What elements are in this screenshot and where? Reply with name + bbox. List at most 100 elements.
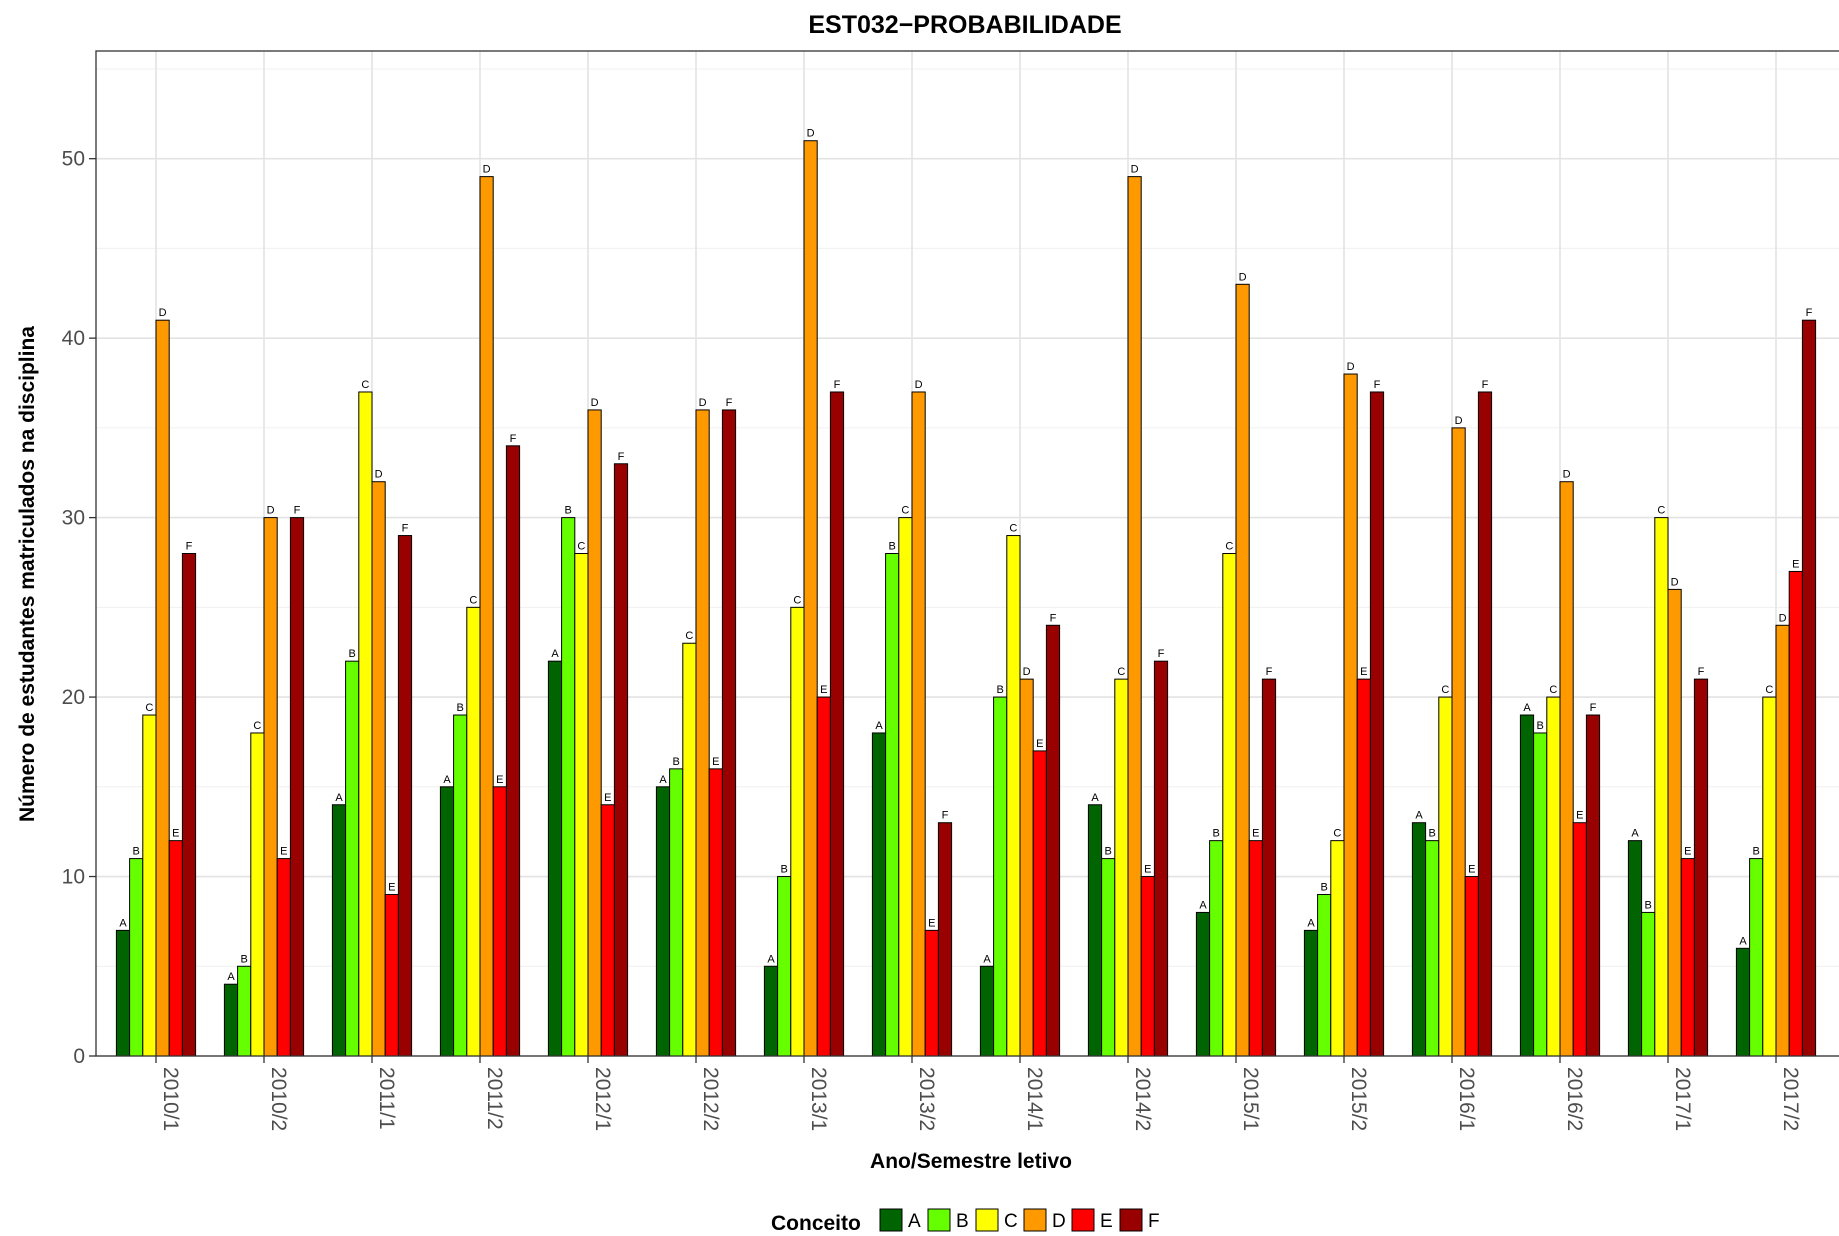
bar-C-2010/2 <box>250 732 265 1057</box>
bar-D-2017/1 <box>1667 588 1682 1057</box>
bar-label-E-2012/2: E <box>712 756 719 768</box>
bar-E-2011/2 <box>492 786 507 1057</box>
bar-label-B-2014/1: B <box>997 684 1004 696</box>
bar-label-C-2017/1: C <box>1657 505 1665 517</box>
legend-label-A: A <box>908 1211 921 1232</box>
bar-E-2016/2 <box>1572 822 1587 1057</box>
bar-label-B-2011/1: B <box>349 648 356 660</box>
bar-B-2014/2 <box>1101 858 1116 1057</box>
bar-label-F-2015/1: F <box>1266 666 1273 678</box>
plot-panel-border <box>95 50 1839 1057</box>
bar-label-A-2014/2: A <box>1091 792 1099 804</box>
bar-E-2016/1 <box>1464 876 1479 1057</box>
bar-label-C-2011/1: C <box>361 379 369 391</box>
bar-label-E-2013/1: E <box>820 684 827 696</box>
bar-label-A-2014/1: A <box>983 953 991 965</box>
bar-C-2013/1 <box>790 606 805 1057</box>
legend-key-F <box>1119 1208 1143 1232</box>
bar-F-2013/2 <box>937 822 953 1057</box>
legend-label-D: D <box>1052 1211 1066 1232</box>
bar-A-2011/2 <box>439 786 455 1057</box>
bar-D-2010/2 <box>263 517 278 1057</box>
bar-label-C-2014/1: C <box>1009 523 1017 535</box>
legend-key-D <box>1023 1208 1047 1232</box>
bar-label-E-2015/1: E <box>1252 828 1259 840</box>
bar-label-B-2014/2: B <box>1105 846 1112 858</box>
bar-B-2011/2 <box>453 714 468 1057</box>
bar-label-B-2010/2: B <box>241 953 248 965</box>
bar-E-2012/1 <box>600 804 615 1057</box>
bar-label-D-2013/2: D <box>915 379 923 391</box>
bar-label-B-2017/1: B <box>1645 899 1652 911</box>
bar-A-2013/2 <box>871 732 887 1057</box>
bar-label-E-2010/1: E <box>172 828 179 840</box>
bar-C-2016/2 <box>1546 696 1561 1057</box>
bar-label-B-2013/2: B <box>889 541 896 553</box>
bar-F-2012/2 <box>721 409 737 1057</box>
x-axis-title: Ano/Semestre letivo <box>870 1150 1072 1173</box>
bar-A-2010/1 <box>115 929 131 1057</box>
bar-B-2013/2 <box>885 553 900 1057</box>
bar-C-2015/2 <box>1330 840 1345 1057</box>
x-tick-label: 2010/2 <box>267 1067 290 1131</box>
bar-C-2011/2 <box>466 606 481 1057</box>
bar-label-A-2016/1: A <box>1415 810 1423 822</box>
bar-label-A-2010/1: A <box>119 917 127 929</box>
bar-A-2016/1 <box>1411 822 1427 1057</box>
bar-label-C-2016/1: C <box>1441 684 1449 696</box>
bar-A-2012/2 <box>655 786 671 1057</box>
bar-label-D-2014/1: D <box>1023 666 1031 678</box>
bar-B-2010/1 <box>129 858 144 1057</box>
x-tick-label: 2015/2 <box>1347 1067 1370 1131</box>
bar-label-D-2017/2: D <box>1779 612 1787 624</box>
bar-D-2013/2 <box>911 391 926 1057</box>
bar-label-C-2012/1: C <box>577 541 585 553</box>
x-tick-label: 2016/2 <box>1563 1067 1586 1131</box>
bar-label-D-2011/1: D <box>375 469 383 481</box>
x-tick-label: 2012/1 <box>591 1067 614 1131</box>
bar-E-2017/1 <box>1680 858 1695 1057</box>
bar-A-2015/2 <box>1303 929 1319 1057</box>
x-tick-label: 2015/1 <box>1239 1067 1262 1131</box>
bar-label-F-2013/2: F <box>942 810 949 822</box>
bar-A-2014/2 <box>1087 804 1103 1057</box>
legend-label-F: F <box>1148 1211 1160 1232</box>
bar-F-2013/1 <box>829 391 845 1057</box>
bar-label-A-2015/1: A <box>1199 899 1207 911</box>
legend-items: A B C D E F <box>879 1208 1160 1232</box>
bar-label-C-2013/1: C <box>793 594 801 606</box>
bar-label-E-2011/2: E <box>496 774 503 786</box>
x-tick-label: 2016/1 <box>1455 1067 1478 1131</box>
bar-C-2017/1 <box>1654 517 1669 1057</box>
bar-D-2013/1 <box>803 140 818 1057</box>
bar-label-C-2012/2: C <box>685 630 693 642</box>
bar-F-2017/2 <box>1801 319 1817 1057</box>
bar-label-B-2015/2: B <box>1321 881 1328 893</box>
bar-label-E-2010/2: E <box>280 846 287 858</box>
bar-label-B-2010/1: B <box>133 846 140 858</box>
bar-A-2015/1 <box>1195 911 1211 1057</box>
bar-F-2014/2 <box>1153 660 1169 1057</box>
x-tick-label: 2014/2 <box>1131 1067 1154 1131</box>
bar-B-2012/2 <box>669 768 684 1057</box>
bar-label-F-2013/1: F <box>834 379 841 391</box>
bar-label-D-2012/2: D <box>699 397 707 409</box>
bar-B-2012/1 <box>561 517 576 1057</box>
x-tick-label: 2012/2 <box>699 1067 722 1131</box>
bar-label-F-2015/2: F <box>1374 379 1381 391</box>
bar-C-2016/1 <box>1438 696 1453 1057</box>
bar-label-F-2011/1: F <box>402 523 409 535</box>
bar-D-2015/1 <box>1235 283 1250 1057</box>
bar-A-2016/2 <box>1519 714 1535 1057</box>
bar-label-D-2010/2: D <box>267 505 275 517</box>
bar-A-2013/1 <box>763 965 779 1057</box>
bar-C-2014/1 <box>1006 535 1021 1057</box>
bar-D-2014/2 <box>1127 176 1142 1057</box>
bar-label-C-2015/2: C <box>1333 828 1341 840</box>
bar-F-2016/2 <box>1585 714 1601 1057</box>
bar-label-A-2013/2: A <box>875 720 883 732</box>
legend-label-B: B <box>956 1211 969 1232</box>
bar-label-B-2017/2: B <box>1753 846 1760 858</box>
bar-label-F-2014/1: F <box>1050 612 1057 624</box>
